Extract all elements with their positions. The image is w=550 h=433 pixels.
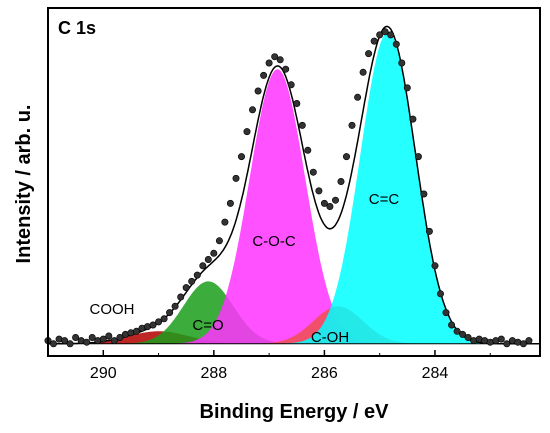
- data-point: [232, 174, 240, 182]
- data-point: [177, 293, 185, 301]
- data-point: [282, 65, 290, 73]
- x-tick-label: 284: [422, 365, 449, 382]
- data-point: [132, 327, 140, 335]
- data-point: [193, 271, 201, 279]
- data-point: [215, 237, 223, 245]
- data-point: [83, 338, 91, 346]
- data-point: [221, 218, 229, 226]
- data-point: [331, 196, 339, 204]
- peak-label-c-eq-o: C=O: [192, 317, 223, 334]
- panel-title: C 1s: [58, 18, 96, 38]
- x-axis-ticks: 290 288 286 284: [47, 350, 491, 382]
- data-point: [116, 333, 124, 341]
- data-point: [431, 262, 439, 270]
- peak-labels: COOH C=O C-O-C C-OH C=C: [90, 191, 400, 346]
- data-point: [442, 309, 450, 317]
- data-point: [238, 153, 246, 161]
- peak-label-c-oh: C-OH: [311, 329, 349, 346]
- data-point: [326, 203, 334, 211]
- x-tick-label: 288: [200, 365, 227, 382]
- data-point: [166, 309, 174, 317]
- data-point: [99, 335, 107, 343]
- data-point: [376, 31, 384, 39]
- data-point: [464, 333, 472, 341]
- data-point: [436, 290, 444, 298]
- data-point: [265, 59, 273, 67]
- x-axis-label: Binding Energy / eV: [200, 401, 390, 423]
- data-point: [72, 333, 80, 341]
- data-point: [309, 168, 317, 176]
- data-point: [249, 106, 257, 114]
- data-point: [359, 68, 367, 76]
- component-area-c-oh: [48, 306, 540, 344]
- data-point: [61, 337, 69, 345]
- data-point: [459, 330, 467, 338]
- data-point: [110, 337, 118, 345]
- x-tick-label: 286: [311, 365, 338, 382]
- data-point: [497, 335, 505, 343]
- data-point: [365, 50, 373, 58]
- data-point: [88, 333, 96, 341]
- data-point: [199, 262, 207, 270]
- peak-label-c-o-c: C-O-C: [252, 233, 295, 250]
- data-point: [503, 340, 511, 348]
- data-point: [354, 93, 362, 101]
- data-point: [453, 327, 461, 335]
- data-point: [448, 321, 456, 329]
- data-point: [105, 332, 113, 340]
- data-point: [320, 199, 328, 207]
- plot-frame: [47, 7, 541, 357]
- peak-label-cooh: COOH: [90, 301, 135, 318]
- data-point: [315, 187, 323, 195]
- data-point: [171, 302, 179, 310]
- data-point: [155, 318, 163, 326]
- data-point: [425, 227, 433, 235]
- data-point: [204, 255, 212, 263]
- data-point: [160, 315, 168, 323]
- data-point: [342, 153, 350, 161]
- data-point: [370, 37, 378, 45]
- x-tick-label: 290: [90, 365, 117, 382]
- data-point: [304, 146, 312, 154]
- data-point: [398, 59, 406, 67]
- data-point: [149, 321, 157, 329]
- experimental-points: [44, 28, 533, 348]
- data-point: [226, 199, 234, 207]
- y-axis-label: Intensity / arb. u.: [13, 105, 35, 264]
- data-point: [188, 277, 196, 285]
- peak-label-c-eq-c: C=C: [369, 191, 400, 208]
- data-point: [348, 121, 356, 129]
- component-area-c-o-c: [48, 69, 540, 344]
- data-point: [409, 115, 417, 123]
- data-point: [337, 178, 345, 186]
- data-point: [210, 249, 218, 257]
- data-point: [271, 53, 279, 61]
- data-point: [287, 81, 295, 89]
- data-point: [293, 100, 301, 108]
- data-point: [519, 340, 527, 348]
- data-point: [381, 28, 389, 36]
- component-areas: [48, 31, 540, 344]
- data-point: [414, 153, 422, 161]
- data-point: [66, 340, 74, 348]
- data-point: [182, 284, 190, 292]
- data-point: [276, 56, 284, 64]
- data-point: [49, 340, 57, 348]
- data-point: [403, 84, 411, 92]
- data-point: [298, 121, 306, 129]
- component-area-c-eq-c: [48, 31, 540, 344]
- component-area-c-eq-o: [48, 281, 540, 344]
- data-point: [243, 128, 251, 136]
- data-point: [260, 71, 268, 79]
- data-point: [254, 87, 262, 95]
- data-point: [392, 40, 400, 48]
- data-point: [387, 31, 395, 39]
- data-point: [525, 337, 533, 345]
- data-point: [420, 190, 428, 198]
